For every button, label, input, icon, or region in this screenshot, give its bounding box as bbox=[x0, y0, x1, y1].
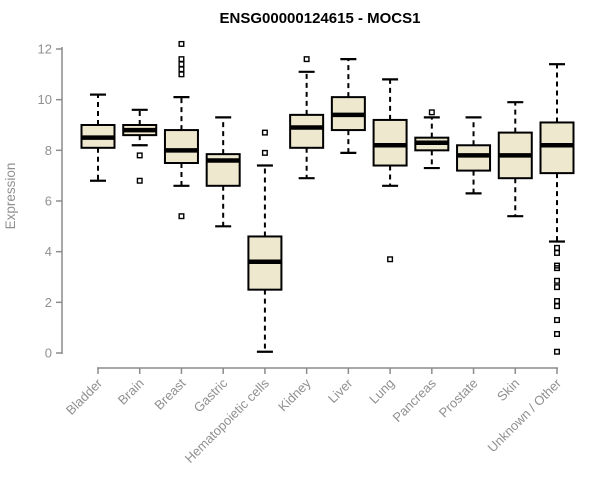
box-prostate bbox=[456, 144, 492, 172]
outlier-unknown-other bbox=[554, 277, 561, 284]
chart-title: ENSG00000124615 - MOCS1 bbox=[220, 10, 421, 27]
outlier-unknown-other bbox=[554, 303, 561, 310]
box-lung bbox=[372, 118, 408, 167]
box-breast bbox=[163, 129, 199, 164]
outlier-breast bbox=[178, 213, 185, 220]
y-tick-label: 6 bbox=[45, 194, 52, 209]
x-tick-label-brain: Brain bbox=[115, 376, 147, 408]
outlier-unknown-other bbox=[554, 348, 561, 355]
outlier-hematopoietic-cells bbox=[261, 129, 268, 136]
y-tick-label: 12 bbox=[38, 42, 52, 57]
outlier-breast bbox=[178, 61, 185, 68]
x-tick-label-kidney: Kidney bbox=[275, 375, 314, 414]
outlier-unknown-other bbox=[554, 265, 561, 272]
outlier-lung bbox=[387, 256, 394, 263]
x-tick-label-gastric: Gastric bbox=[191, 375, 231, 415]
y-tick-label: 2 bbox=[45, 295, 52, 310]
outlier-kidney bbox=[303, 56, 310, 63]
outlier-breast bbox=[178, 56, 185, 63]
outlier-brain bbox=[136, 152, 143, 159]
y-tick-label: 8 bbox=[45, 143, 52, 158]
x-tick-label-unknown-other: Unknown / Other bbox=[485, 375, 565, 455]
outlier-unknown-other bbox=[554, 284, 561, 291]
outlier-pancreas bbox=[428, 109, 435, 116]
outlier-breast bbox=[178, 40, 185, 47]
box-kidney bbox=[289, 113, 325, 149]
outlier-hematopoietic-cells bbox=[261, 149, 268, 156]
y-tick-label: 0 bbox=[45, 346, 52, 361]
x-tick-label-liver: Liver bbox=[325, 375, 356, 406]
outlier-brain bbox=[136, 177, 143, 184]
box-unknown-other bbox=[539, 121, 575, 175]
outlier-unknown-other bbox=[554, 244, 561, 251]
y-axis-title: Expression bbox=[3, 163, 18, 230]
outlier-unknown-other bbox=[554, 298, 561, 305]
x-tick-label-lung: Lung bbox=[366, 376, 397, 407]
x-tick-label-bladder: Bladder bbox=[63, 375, 106, 418]
x-tick-label-breast: Breast bbox=[151, 375, 188, 412]
x-tick-label-prostate: Prostate bbox=[436, 376, 481, 421]
outlier-unknown-other bbox=[554, 249, 561, 256]
x-tick-label-skin: Skin bbox=[494, 376, 522, 404]
outlier-breast bbox=[178, 66, 185, 73]
outlier-breast bbox=[178, 71, 185, 78]
y-tick-label: 4 bbox=[45, 244, 52, 259]
y-tick-label: 10 bbox=[38, 92, 52, 107]
outlier-unknown-other bbox=[554, 331, 561, 338]
outlier-unknown-other bbox=[554, 317, 561, 324]
x-tick-label-pancreas: Pancreas bbox=[389, 375, 439, 425]
